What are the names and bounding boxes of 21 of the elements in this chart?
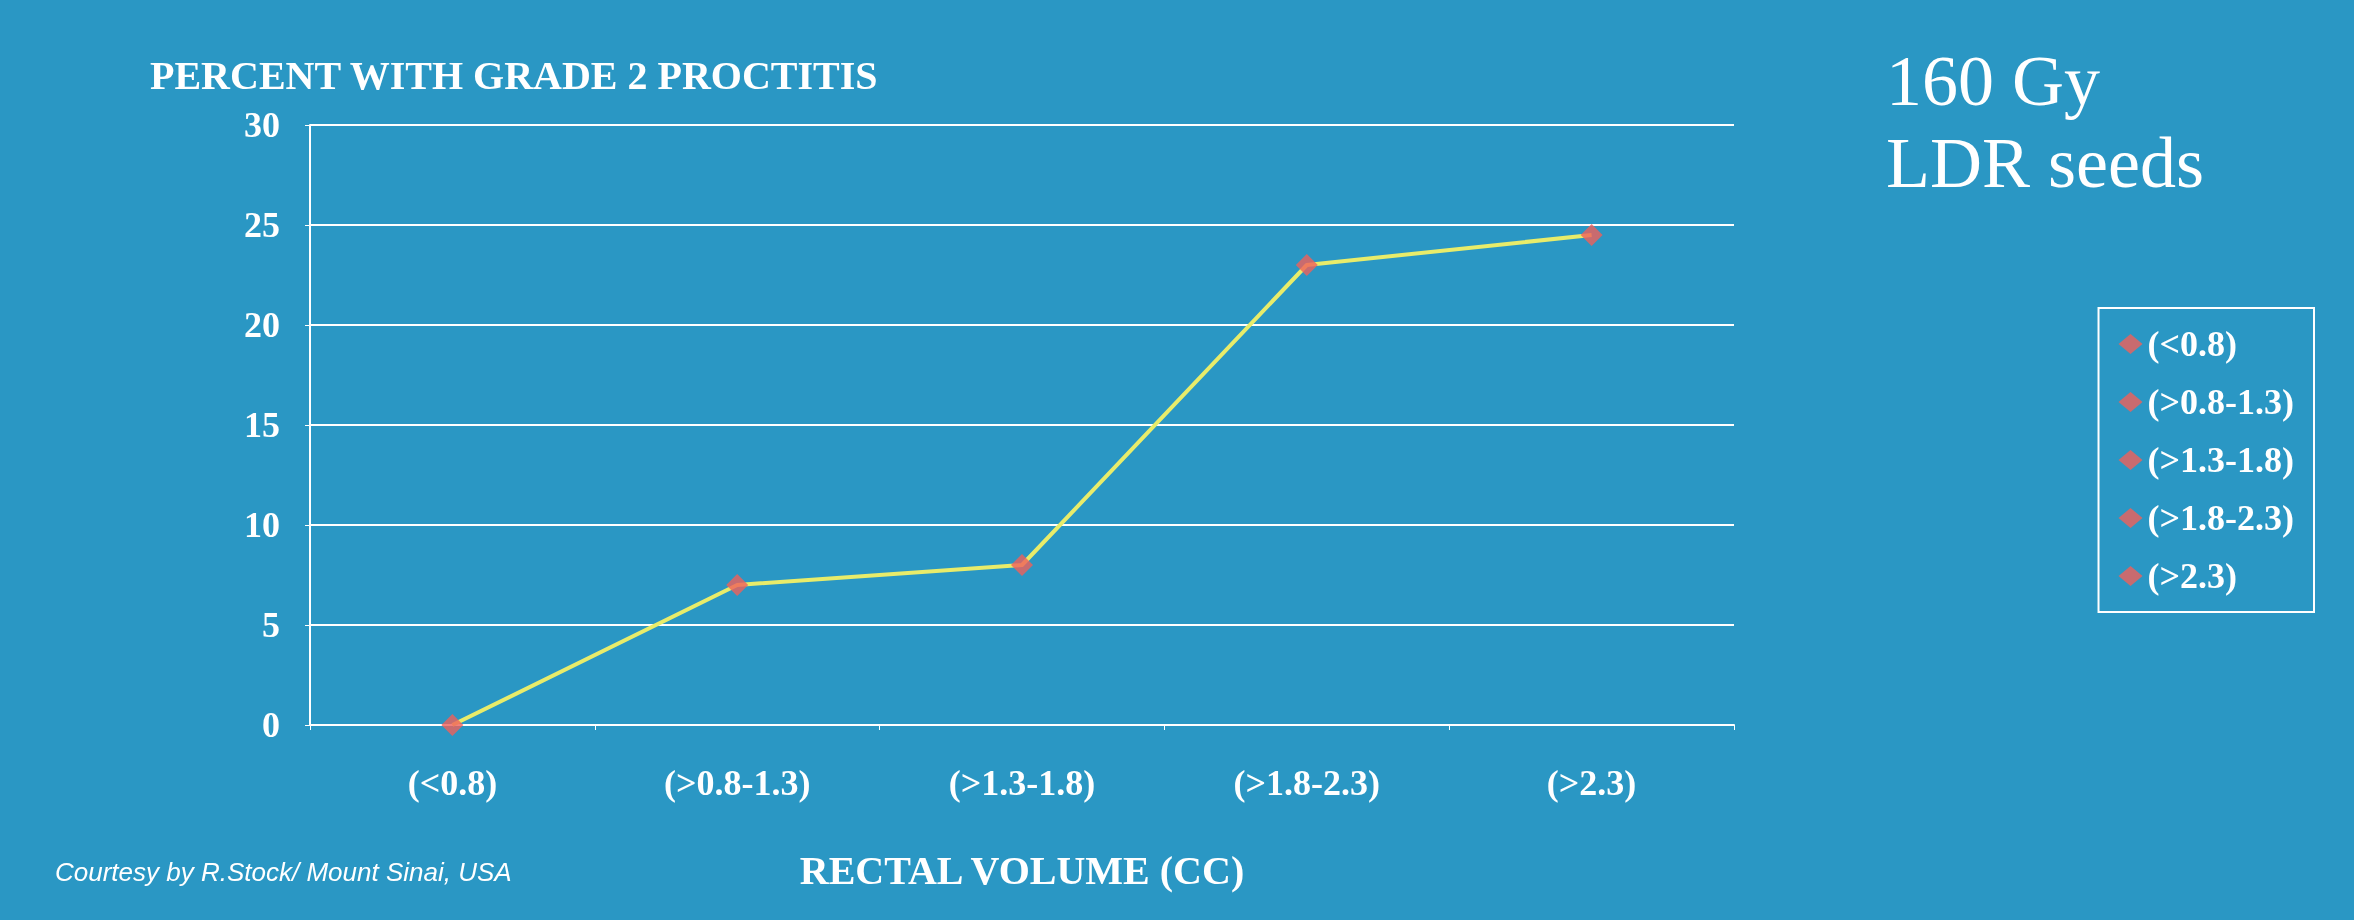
x-tick-label: (<0.8) — [407, 763, 498, 803]
legend-label: (>0.8-1.3) — [2147, 382, 2295, 422]
x-tick-label: (>1.8-2.3) — [1233, 763, 1381, 803]
x-tick-label: (>1.3-1.8) — [948, 763, 1096, 803]
x-tick-label: (>0.8-1.3) — [663, 763, 811, 803]
text: 160 Gy LDR seeds — [1886, 41, 2204, 203]
y-tick-label: 20 — [244, 305, 280, 345]
y-tick-label: 30 — [244, 105, 280, 145]
y-tick-label: 15 — [244, 405, 280, 445]
y-axis-title: PERCENT WITH GRADE 2 PROCTITIS — [150, 52, 878, 98]
y-tick-label: 0 — [262, 705, 280, 745]
legend-label: (>1.8-2.3) — [2147, 498, 2295, 538]
legend-label: (>2.3) — [2147, 556, 2238, 596]
legend-label: (>1.3-1.8) — [2147, 440, 2295, 480]
y-tick-label: 5 — [262, 605, 280, 645]
legend-label: (<0.8) — [2147, 324, 2238, 364]
text: Courtesy by R.Stock/ Mount Sinai, USA — [55, 857, 512, 887]
x-axis-title: RECTAL VOLUME (CC) — [799, 847, 1245, 893]
y-tick-label: 10 — [244, 505, 280, 545]
y-tick-label: 25 — [244, 205, 280, 245]
x-tick-label: (>2.3) — [1546, 763, 1637, 803]
